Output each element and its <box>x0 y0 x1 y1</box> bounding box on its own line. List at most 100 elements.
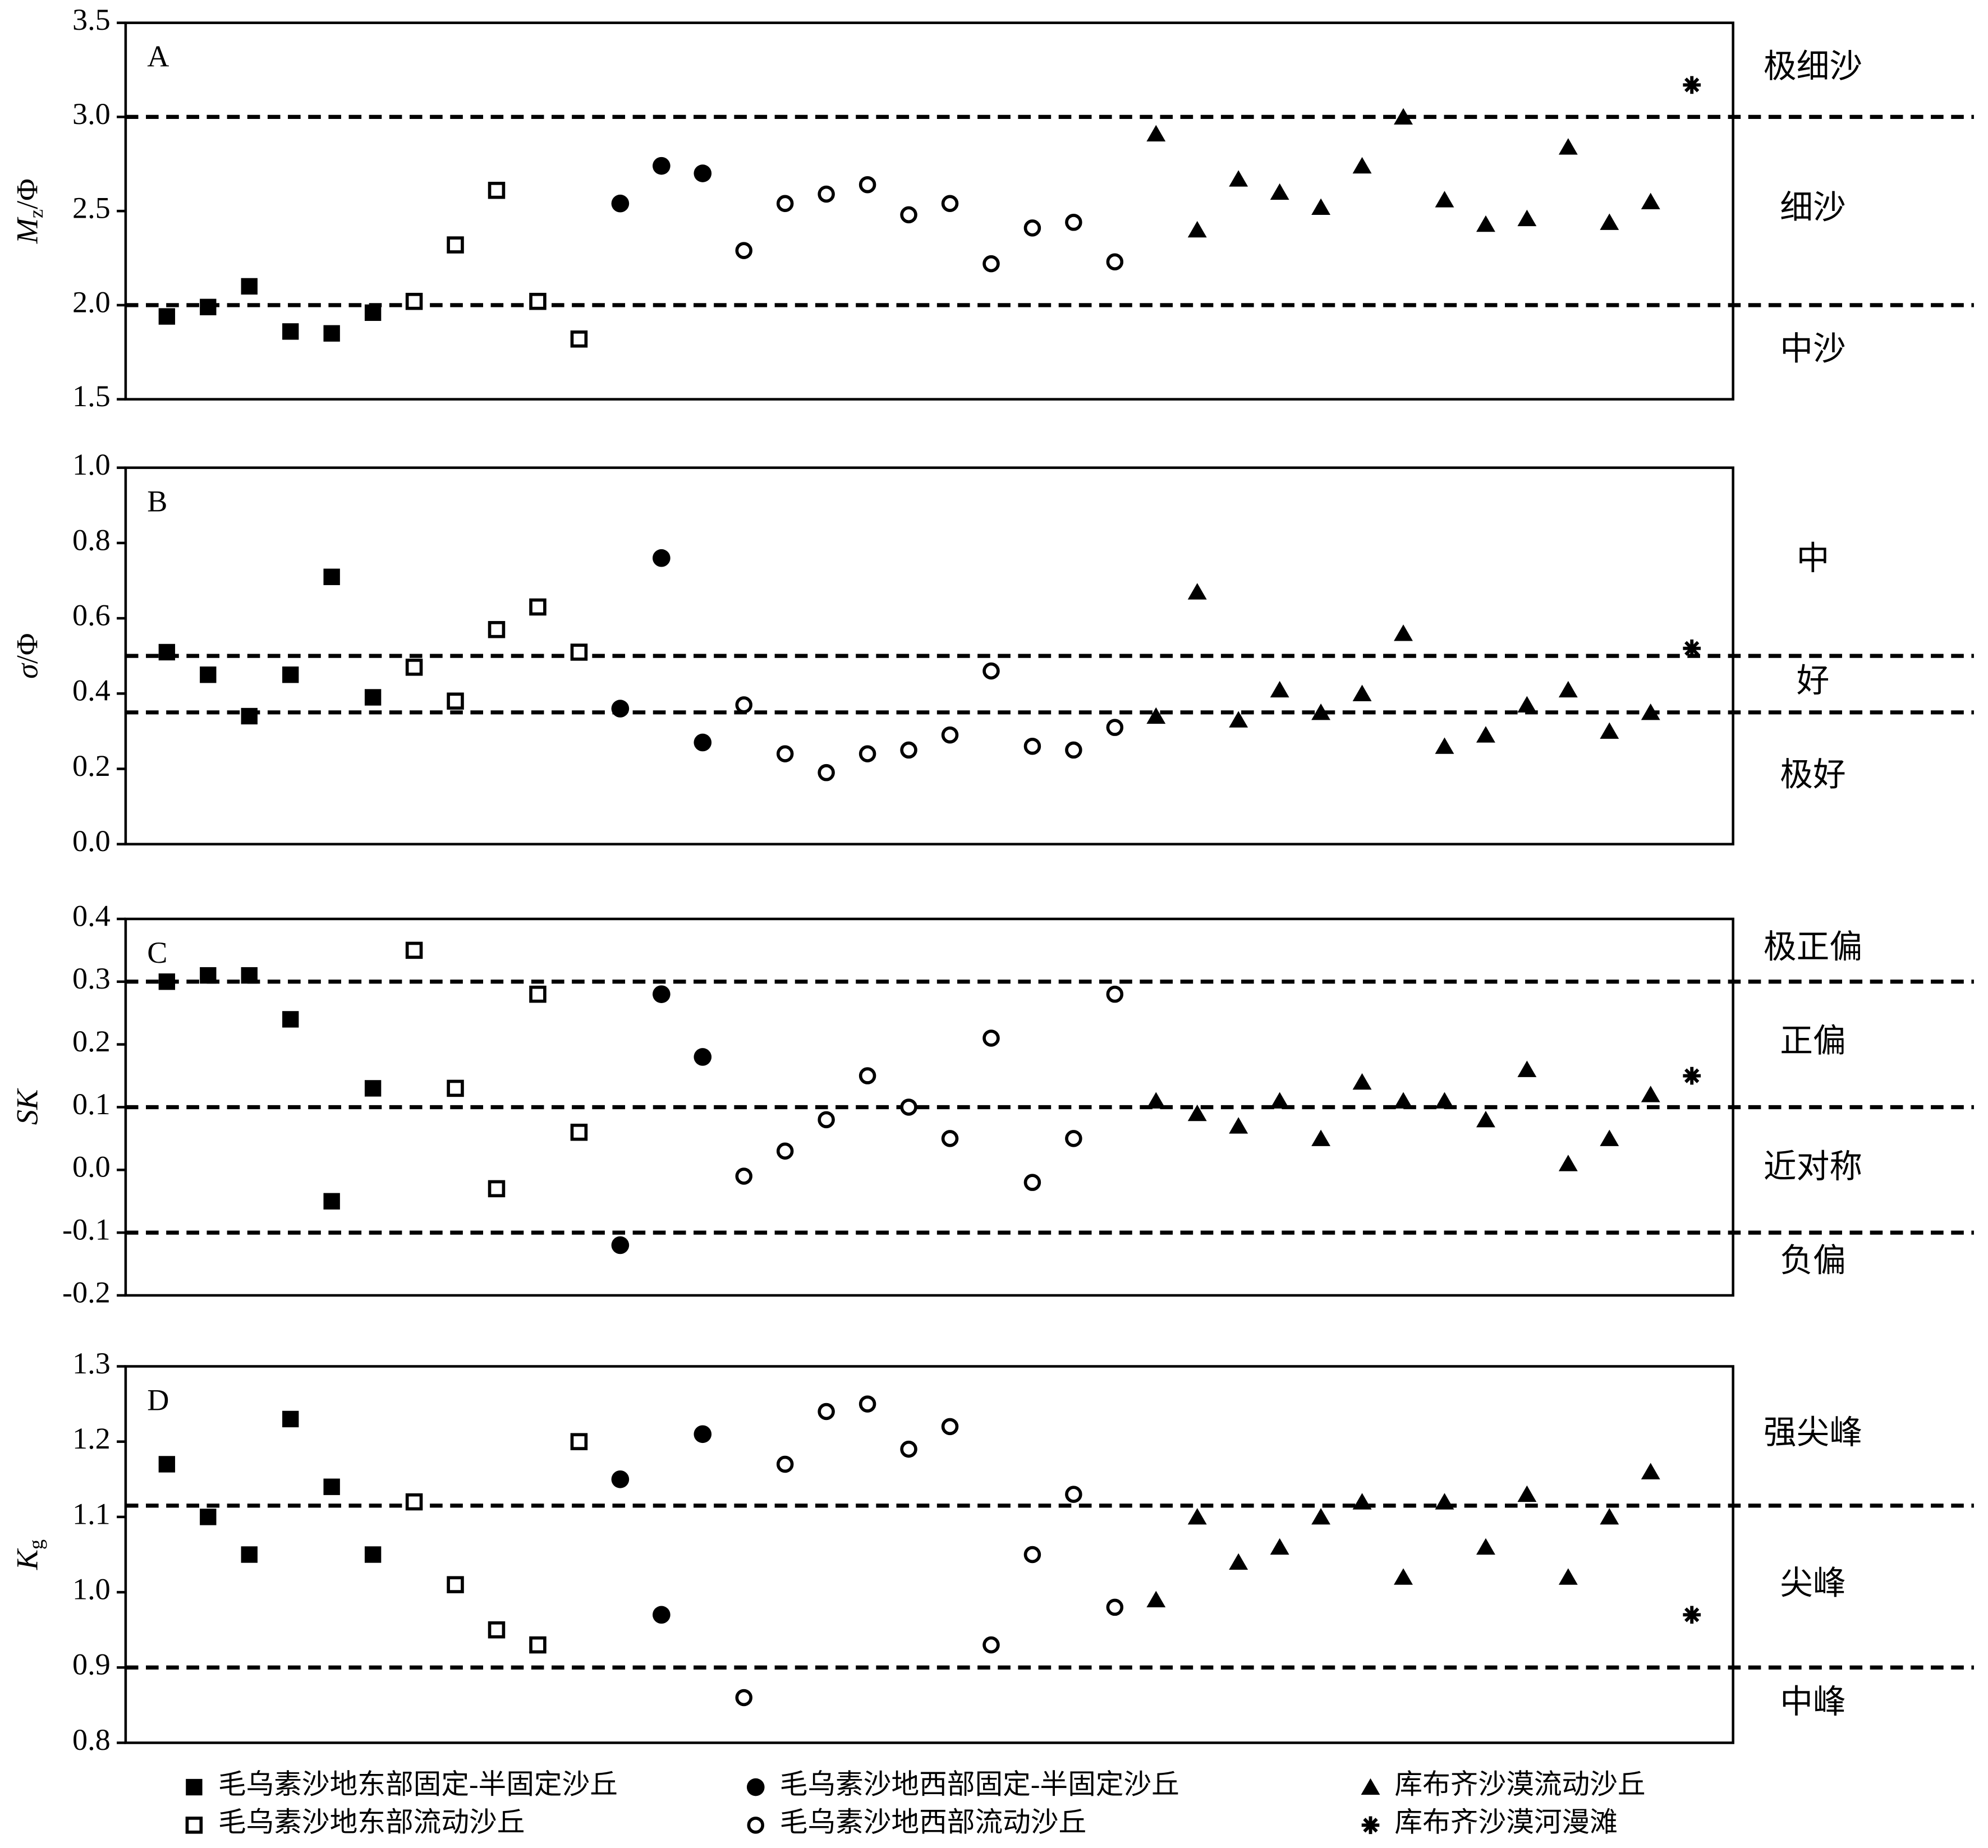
data-point <box>1558 681 1578 698</box>
data-point <box>982 255 1000 273</box>
data-point <box>1435 1493 1454 1510</box>
data-point <box>158 1456 176 1473</box>
data-point <box>529 292 547 310</box>
data-point <box>282 1410 299 1428</box>
data-point <box>1517 696 1537 712</box>
zone-label: 近对称 <box>1764 1148 1862 1185</box>
y-tick-label: -0.1 <box>62 1213 111 1247</box>
plot-frame <box>124 21 1734 401</box>
data-point <box>1229 170 1248 187</box>
data-point <box>776 1142 794 1160</box>
data-point <box>1270 681 1289 698</box>
data-point <box>1106 1598 1124 1616</box>
zone-label: 中沙 <box>1780 330 1845 367</box>
y-tick-label: 1.3 <box>72 1346 111 1380</box>
y-tick-label: 0.8 <box>72 523 111 557</box>
y-axis-label-part: M <box>11 217 44 244</box>
data-point <box>694 164 712 182</box>
data-point <box>1641 1463 1660 1479</box>
y-tick-label: 0.3 <box>72 962 111 995</box>
zone-label: 极好 <box>1780 757 1845 793</box>
y-tick-label: 1.5 <box>72 379 111 413</box>
data-point <box>694 1048 712 1066</box>
data-point <box>1683 1606 1701 1624</box>
y-tick-label: 0.2 <box>72 1024 111 1058</box>
data-point <box>982 662 1000 680</box>
zone-label: 尖峰 <box>1780 1565 1845 1602</box>
zone-label: 极正偏 <box>1764 928 1862 965</box>
data-point <box>282 1011 299 1028</box>
data-point <box>1352 1493 1372 1510</box>
data-point <box>1146 707 1166 724</box>
y-tick-label: 1.1 <box>72 1497 111 1530</box>
data-point <box>488 620 506 638</box>
data-point <box>1683 639 1701 658</box>
data-point <box>364 689 382 706</box>
legend-label: 毛乌素沙地西部流动沙丘 <box>780 1807 1087 1838</box>
data-point <box>200 967 217 984</box>
data-point <box>488 182 506 199</box>
data-point <box>1476 1538 1495 1555</box>
data-point <box>1229 1117 1248 1134</box>
data-point <box>1476 215 1495 232</box>
data-point <box>1270 1092 1289 1109</box>
zone-label: 负偏 <box>1780 1243 1845 1279</box>
data-point <box>1065 1486 1082 1503</box>
zone-label: 极细沙 <box>1764 48 1862 85</box>
y-tick-label: -0.2 <box>62 1275 111 1309</box>
data-point <box>611 1470 630 1488</box>
data-point <box>1641 704 1660 720</box>
data-point <box>405 659 423 676</box>
data-point <box>447 1079 464 1097</box>
plot-frame <box>124 1365 1734 1744</box>
data-point <box>941 195 959 212</box>
data-point <box>1517 1485 1537 1502</box>
data-point <box>1023 737 1041 755</box>
data-point <box>653 1606 671 1624</box>
data-point <box>1311 1508 1331 1525</box>
data-point <box>488 1621 506 1639</box>
y-tick-label: 0.2 <box>72 749 111 783</box>
panel-label: D <box>147 1383 169 1417</box>
data-point <box>447 692 464 710</box>
data-point <box>735 1689 752 1707</box>
data-point <box>200 666 217 683</box>
data-point <box>447 1576 464 1593</box>
legend-label: 库布齐沙漠流动沙丘 <box>1394 1769 1645 1800</box>
data-point <box>1187 1104 1207 1121</box>
data-point <box>570 1123 588 1141</box>
y-axis-label-part: /Φ <box>11 178 44 209</box>
zone-label: 正偏 <box>1780 1023 1845 1059</box>
data-point <box>694 733 712 752</box>
legend-marker <box>746 1778 765 1796</box>
data-point <box>858 1067 876 1084</box>
data-point <box>282 666 299 683</box>
data-point <box>1683 1066 1701 1085</box>
data-point <box>200 1509 217 1525</box>
data-point <box>447 236 464 254</box>
data-point <box>1311 1129 1331 1146</box>
data-point <box>818 1403 835 1421</box>
data-point <box>982 1029 1000 1047</box>
data-point <box>1352 684 1372 701</box>
data-point <box>1476 726 1495 743</box>
data-point <box>776 745 794 762</box>
data-point <box>1558 1568 1578 1585</box>
data-point <box>1600 1508 1619 1525</box>
legend-label: 库布齐沙漠河漫滩 <box>1394 1807 1618 1838</box>
y-axis-label-part: K <box>11 1548 44 1570</box>
legend-label: 毛乌素沙地东部固定-半固定沙丘 <box>218 1769 618 1800</box>
data-point <box>570 330 588 348</box>
data-point <box>1146 1590 1166 1608</box>
y-axis-label: Kg <box>11 1539 47 1570</box>
data-point <box>694 1425 712 1444</box>
y-tick-label: 0.4 <box>72 674 111 707</box>
data-point <box>1065 1130 1082 1147</box>
data-point <box>570 1433 588 1450</box>
zone-label: 中 <box>1797 540 1830 577</box>
data-point <box>982 1636 1000 1654</box>
data-point <box>241 278 258 295</box>
data-point <box>241 1546 258 1563</box>
data-point <box>1187 583 1207 600</box>
data-point <box>1600 1129 1619 1146</box>
